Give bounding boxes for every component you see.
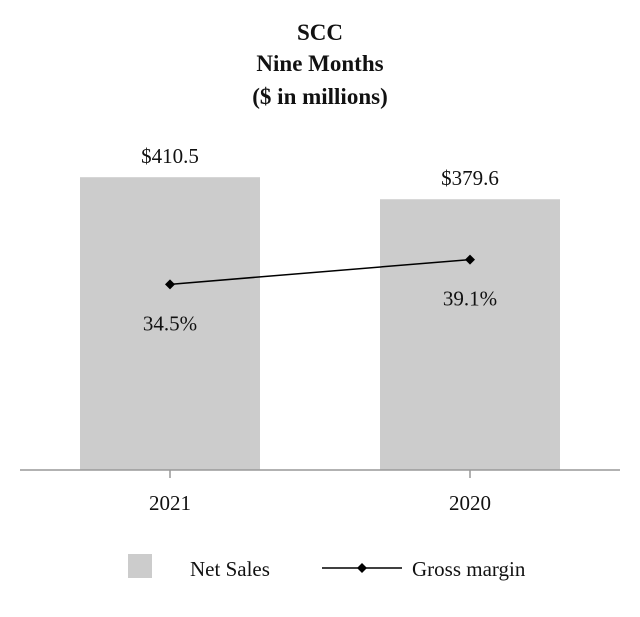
x-tick-label-2021: 2021 <box>149 491 191 515</box>
gross-margin-label-2021: 34.5% <box>143 311 197 335</box>
x-tick-label-2020: 2020 <box>449 491 491 515</box>
gross-margin-line <box>169 258 471 286</box>
title-line-2: Nine Months <box>256 51 383 76</box>
title-line-3: ($ in millions) <box>252 84 387 109</box>
legend-net-sales-label: Net Sales <box>190 557 270 581</box>
x-axis: 2021 2020 <box>20 469 620 515</box>
bar-series-group: $410.5 $379.6 <box>80 144 560 471</box>
legend-gross-margin-marker <box>357 563 367 573</box>
gross-margin-marker-2020 <box>465 254 475 265</box>
chart-title: SCC Nine Months ($ in millions) <box>252 20 387 109</box>
legend-gross-margin-label: Gross margin <box>412 557 526 581</box>
gross-margin-series-group: 34.5% 39.1% <box>143 254 497 335</box>
gross-margin-marker-2021 <box>165 279 175 290</box>
legend: Net Sales Gross margin <box>128 554 526 581</box>
bar-net-sales-2021 <box>80 177 260 470</box>
bar-net-sales-2020 <box>380 199 560 471</box>
gross-margin-label-2020: 39.1% <box>443 287 497 311</box>
bar-value-label-2021: $410.5 <box>141 144 199 168</box>
bar-value-label-2020: $379.6 <box>441 166 499 190</box>
legend-net-sales-swatch <box>128 554 152 578</box>
title-line-1: SCC <box>297 20 343 45</box>
